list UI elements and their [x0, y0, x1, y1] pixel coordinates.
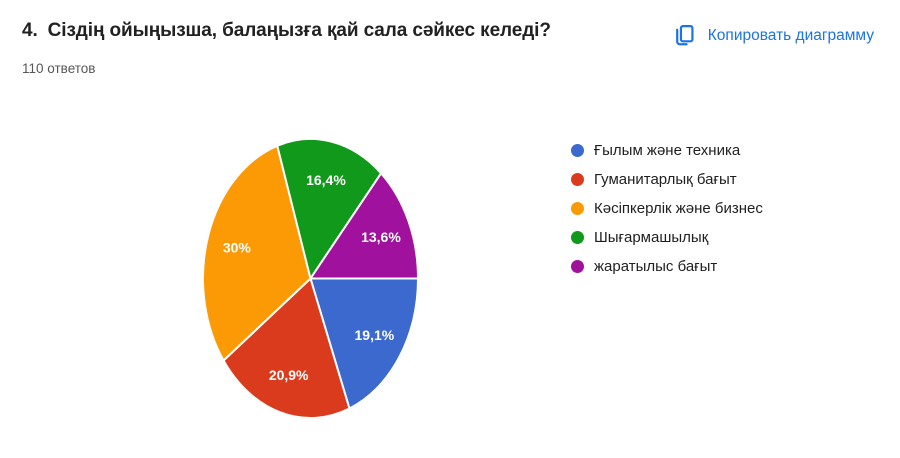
legend-item: жаратылыс бағыт: [571, 256, 763, 276]
pie-slice-1[interactable]: [222, 277, 351, 419]
pie-slice-2[interactable]: [202, 144, 312, 362]
pie-slice-label-0: 19,1%: [355, 327, 395, 343]
responses-count: 110 ответов: [22, 61, 96, 76]
pie-slice-label-2: 30%: [223, 239, 252, 255]
legend-item: Ғылым және техника: [571, 140, 763, 160]
legend-label: жаратылыс бағыт: [594, 257, 718, 275]
legend-label: Шығармашылық: [594, 228, 709, 246]
pie-slice-3[interactable]: [276, 138, 383, 280]
copy-button-label: Копировать диаграмму: [707, 26, 874, 44]
question-title: 4. Сіздің ойыңызша, балаңызға қай сала сә…: [22, 20, 551, 42]
pie-slice-label-3: 16,4%: [306, 172, 346, 188]
pie-slice-label-1: 20,9%: [269, 367, 309, 383]
legend-item: Гуманитарлық бағыт: [571, 169, 763, 189]
question-text: Сіздің ойыңызша, балаңызға қай сала сәйк…: [47, 20, 551, 41]
legend-swatch: [571, 201, 584, 215]
chart-legend: Ғылым және техника Гуманитарлық бағыт Кә…: [571, 140, 763, 276]
pie-slice-4[interactable]: [309, 172, 419, 280]
legend-swatch: [571, 259, 584, 273]
legend-item: Кәсіпкерлік және бизнес: [571, 198, 763, 218]
question-number: 4.: [22, 20, 38, 41]
legend-item: Шығармашылық: [571, 227, 763, 247]
legend-label: Гуманитарлық бағыт: [594, 170, 737, 188]
legend-swatch: [571, 230, 584, 244]
legend-swatch: [571, 143, 584, 157]
legend-swatch: [571, 172, 584, 186]
legend-label: Кәсіпкерлік және бизнес: [594, 199, 763, 217]
copy-chart-button[interactable]: Копировать диаграмму: [670, 16, 876, 55]
copy-icon: [672, 20, 697, 51]
pie-slice-0[interactable]: [309, 277, 419, 410]
pie-slice-label-4: 13,6%: [361, 229, 401, 245]
legend-label: Ғылым және техника: [594, 141, 741, 159]
